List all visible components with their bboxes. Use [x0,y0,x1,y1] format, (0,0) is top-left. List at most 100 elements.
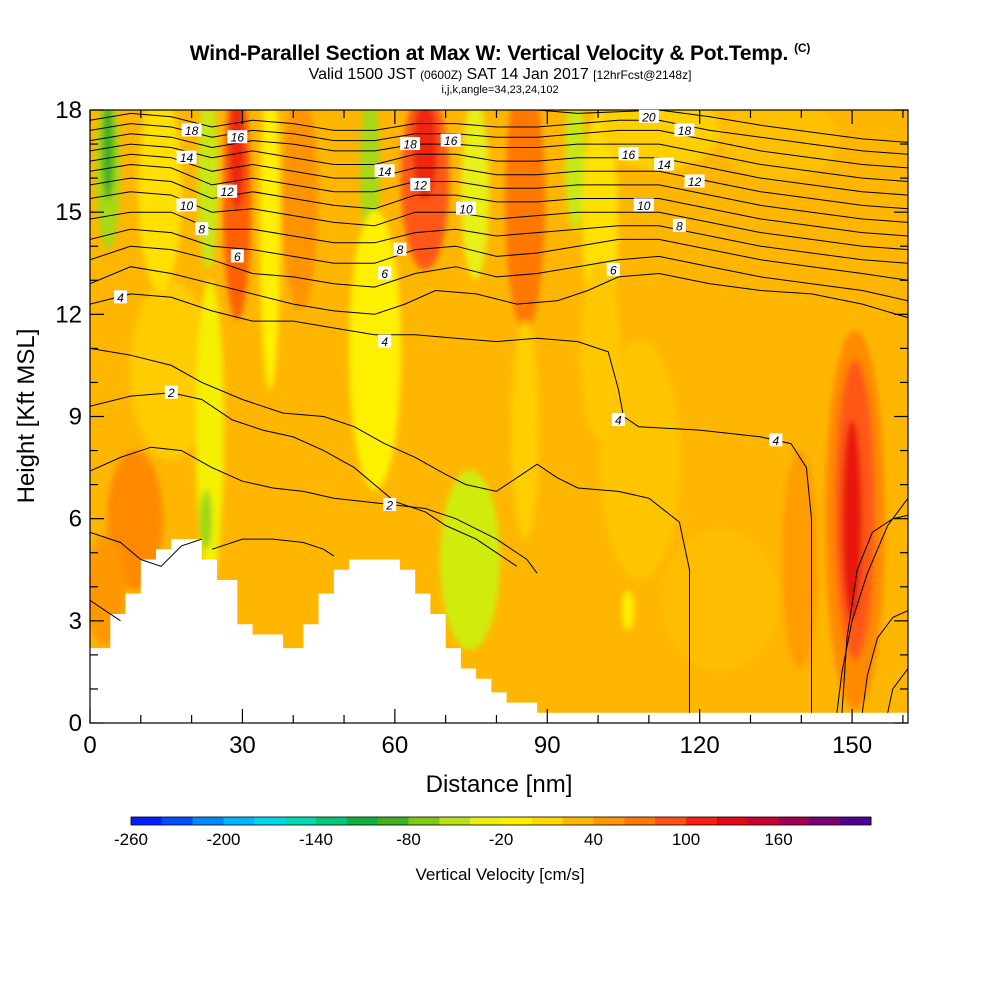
x-tick-label: 30 [229,732,256,759]
theta-contour-21 [836,497,908,713]
svg-text:18: 18 [678,124,692,138]
colorbar-swatch [439,817,471,825]
colorbar-swatch [840,817,872,825]
svg-text:6: 6 [234,250,241,264]
theta-contour-1 [90,392,518,567]
colorbar-swatch [531,817,564,825]
colorbar-swatch [223,817,255,825]
svg-text:2: 2 [385,499,393,513]
colorbar-swatch [593,817,625,825]
x-tick-label: 0 [83,732,96,759]
theta-contour-4 [90,266,908,319]
y-tick-label: 9 [69,404,82,431]
svg-text:16: 16 [622,148,636,162]
theta-contour-7 [90,211,908,264]
colorbar-swatch [747,817,779,825]
svg-text:2: 2 [167,386,175,400]
contour-label: 16 [440,133,461,148]
contour-label: 8 [672,218,686,233]
y-tick-label: 3 [69,608,82,635]
svg-text:8: 8 [198,223,205,237]
y-tick-label: 15 [55,199,82,226]
theta-contour-8 [90,191,908,251]
x-tick-label: 120 [680,732,720,759]
contour-label: 12 [410,177,431,192]
y-tick-label: 0 [69,710,82,737]
y-axis-label: Height [Kft MSL] [13,329,40,504]
contour-label: 2 [383,498,397,513]
contour-label: 4 [611,412,625,427]
x-axis-label: Distance [nm] [426,771,573,798]
colorbar-swatch [408,817,440,825]
contour-label: 14 [374,164,395,179]
colorbar-tick-label: 40 [584,830,603,849]
colorbar-tick-label: -20 [489,830,514,849]
colorbar-swatch [346,817,379,825]
contour-label: 4 [113,290,127,305]
svg-text:4: 4 [381,335,388,349]
y-tick-label: 18 [55,97,82,124]
colorbar-tick-label: 100 [672,830,700,849]
contour-label: 12 [684,174,705,189]
theta-contour-14 [90,123,908,169]
theta-contour-15 [90,112,908,155]
contour-label: 18 [181,123,202,138]
theta-contour-18 [90,599,121,622]
svg-text:16: 16 [444,134,458,148]
potential-temperature-contours [90,110,908,713]
contour-label: 10 [633,198,654,213]
contour-label: 16 [618,147,639,162]
colorbar-swatch [778,817,810,825]
terrain [90,539,908,723]
svg-text:20: 20 [641,110,656,124]
contour-label: 14 [654,157,675,172]
contour-label: 2 [164,385,178,400]
colorbar-tick-label: -80 [396,830,421,849]
svg-text:8: 8 [676,219,683,233]
colorbar-swatch [161,817,194,825]
theta-contour-2 [90,293,812,713]
colorbar-swatch [562,817,594,825]
theta-contour-12 [90,143,908,196]
contour-label: 4 [378,334,392,349]
contour-label: 16 [227,130,248,145]
theta-contour-22 [861,610,908,713]
theta-contour-10 [90,163,908,223]
colorbar-swatch [655,817,687,825]
contour-label: 4 [769,433,783,448]
svg-text:10: 10 [637,199,651,213]
contour-label: 8 [393,242,407,257]
svg-text:10: 10 [459,202,473,216]
theta-contour-17 [90,531,202,567]
x-axis-ticks: 0 30 60 90 120 150 [83,110,904,759]
colorbar-tick-label: -200 [206,830,240,849]
colorbar-swatch [131,817,163,825]
colorbar-label: Vertical Velocity [cm/s] [415,865,584,884]
colorbar-swatch [716,817,749,825]
svg-text:6: 6 [610,264,617,278]
svg-text:6: 6 [381,267,388,281]
colorbar-swatch [809,817,841,825]
svg-text:10: 10 [180,199,194,213]
copyright-mark: (C) [794,41,811,55]
theta-contour-3 [90,347,690,713]
svg-text:14: 14 [657,158,671,172]
svg-text:12: 12 [688,175,702,189]
svg-text:4: 4 [117,291,124,305]
svg-text:4: 4 [615,413,622,427]
theta-contour-16 [537,110,908,143]
theta-contour-0 [90,446,538,574]
theta-contour-5 [90,245,908,302]
x-tick-label: 150 [832,732,872,759]
chart-title: Wind-Parallel Section at Max W: Vertical… [189,41,811,65]
colorbar-swatch [501,817,533,825]
theta-contour-13 [90,133,908,182]
theta-contour-19 [211,538,335,557]
svg-text:8: 8 [397,243,404,257]
contour-label: 18 [400,137,421,152]
svg-text:14: 14 [378,165,392,179]
colorbar-tick-label: -260 [114,830,148,849]
colorbar-swatch [192,817,224,825]
